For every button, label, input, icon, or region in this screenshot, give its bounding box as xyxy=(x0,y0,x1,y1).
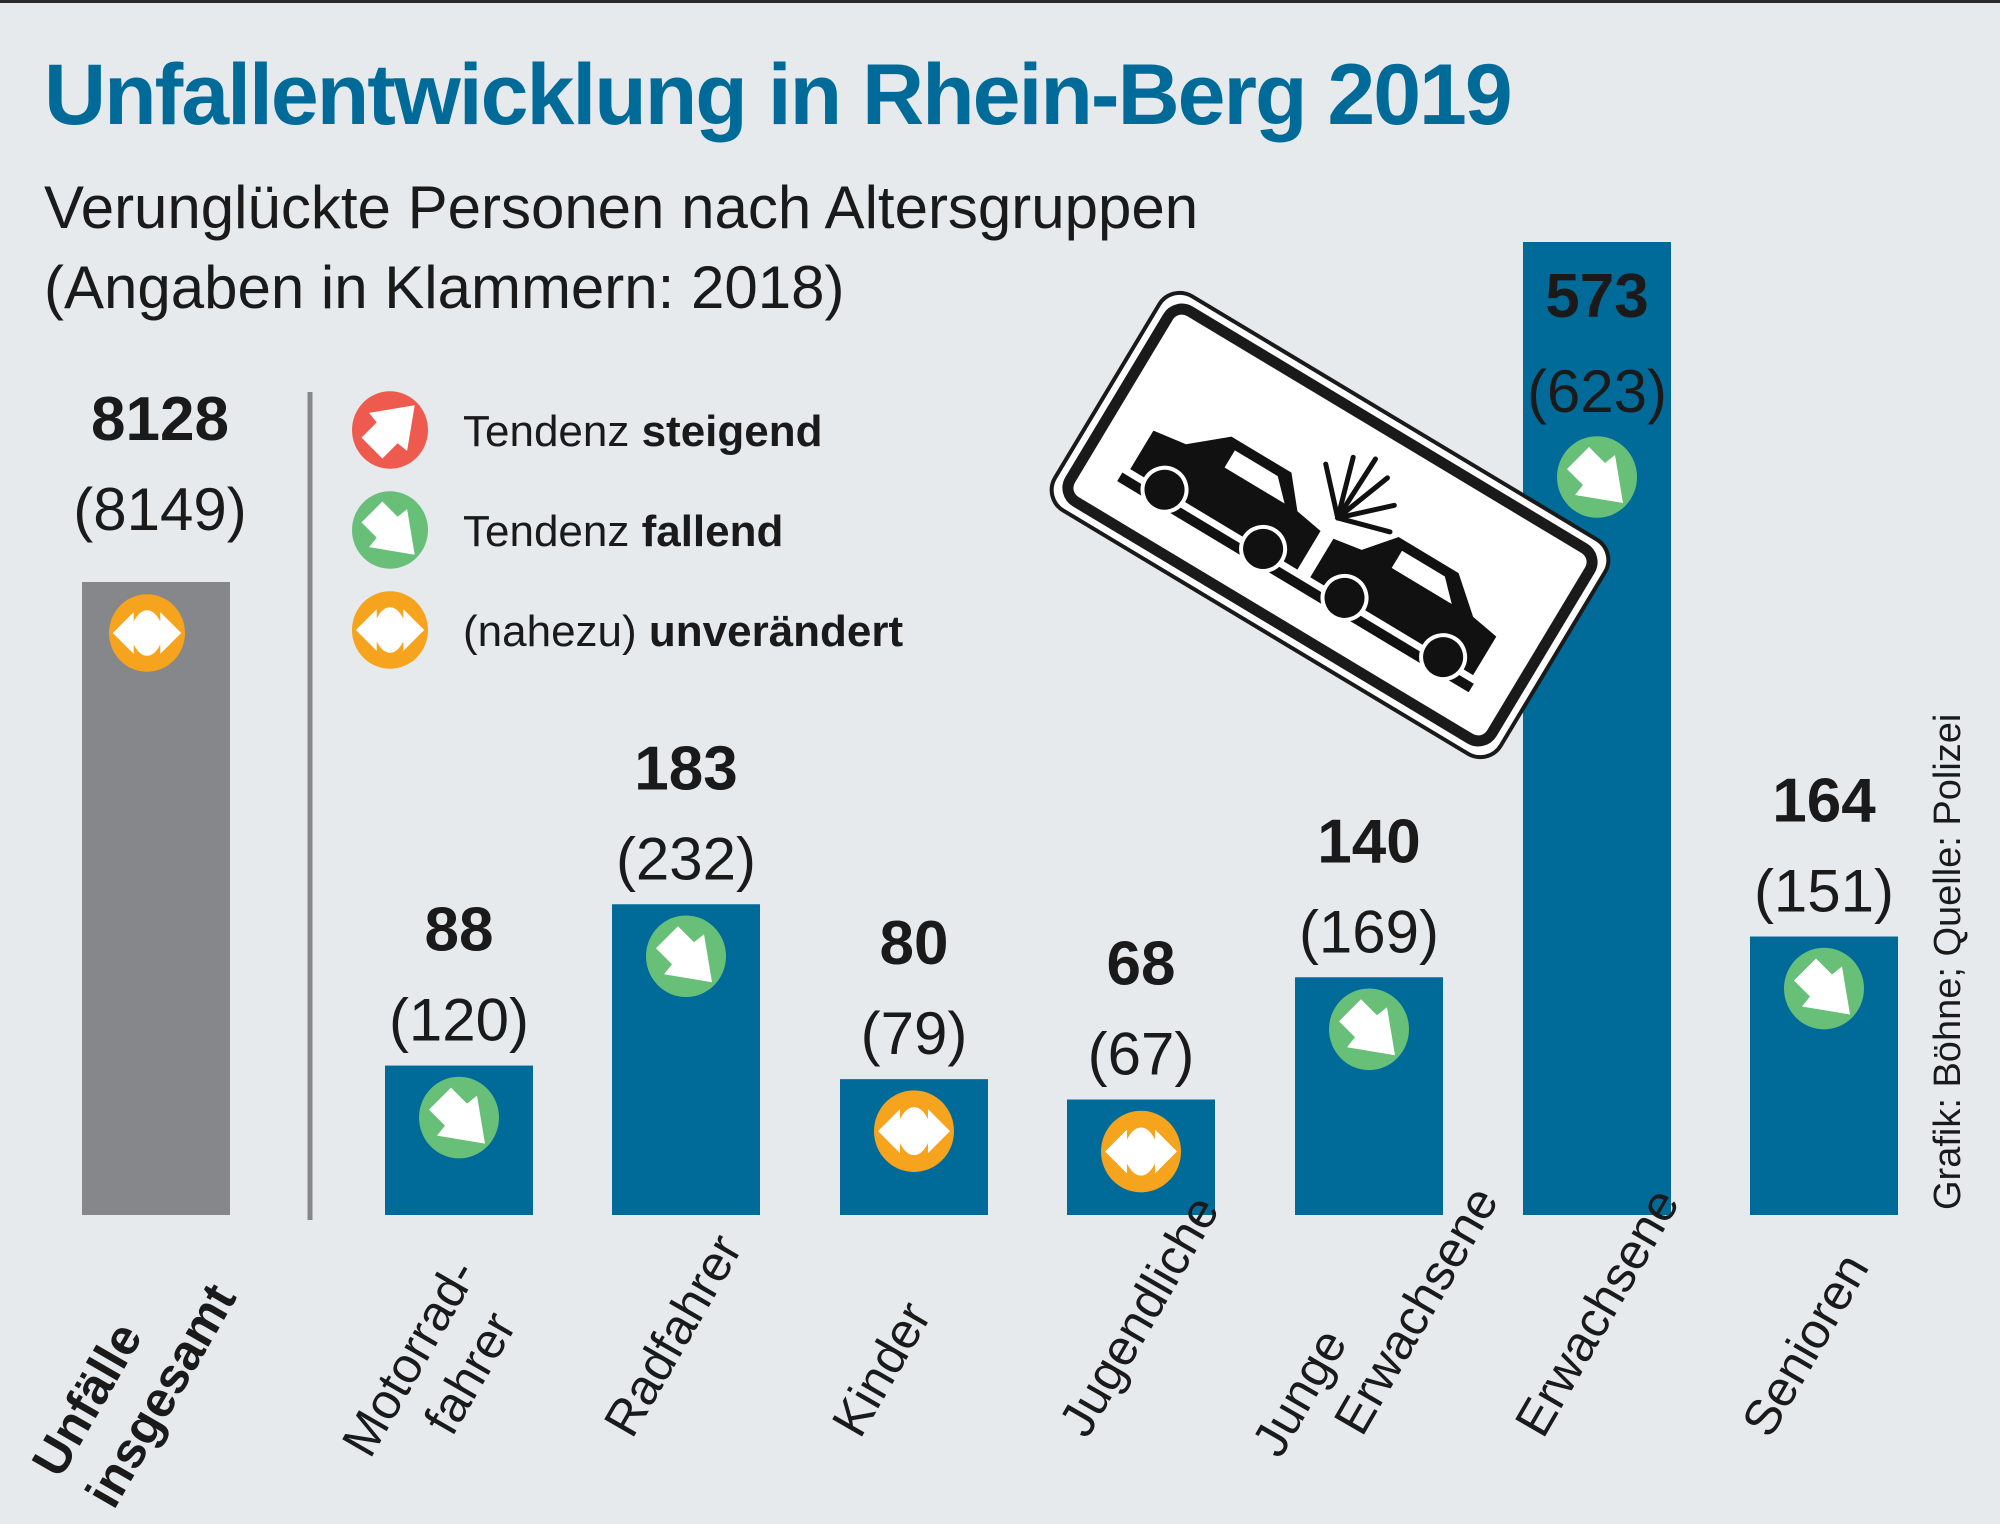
labels-layer: 8128 (8149) Unfälleinsgesamt 88 (120) Motorra… xyxy=(21,262,1894,1517)
prev-value-label: (79) xyxy=(861,1000,968,1067)
value-label: 140 xyxy=(1317,807,1420,876)
prev-value-label: (120) xyxy=(389,987,529,1054)
prev-value-label: (151) xyxy=(1754,858,1894,925)
category-label: Kinder xyxy=(821,1292,942,1445)
arrow-down-right-icon xyxy=(1557,436,1637,518)
legend-item-down: Tendenz fallend xyxy=(463,507,783,556)
top-border xyxy=(0,0,2000,3)
double-arrow-horizontal-icon xyxy=(1101,1110,1181,1193)
legend-label-normal: Tendenz xyxy=(463,407,642,456)
legend-label-bold: unverändert xyxy=(649,607,904,656)
arrow-down-right-icon xyxy=(1329,988,1409,1071)
value-label: 183 xyxy=(634,734,737,803)
category-label-total: Unfälleinsgesamt xyxy=(21,1243,247,1516)
value-label: 80 xyxy=(880,909,949,978)
legend-label-normal: Tendenz xyxy=(463,507,642,556)
bar-5 xyxy=(1523,242,1671,1215)
legend-label-bold: steigend xyxy=(642,407,823,456)
category-label-line: Senioren xyxy=(1731,1244,1880,1445)
arrow-down-right-icon xyxy=(646,915,726,998)
prev-value-label: (232) xyxy=(616,825,756,892)
category-label: Motorrad-fahrer xyxy=(331,1250,540,1496)
legend-label-bold: fallend xyxy=(642,507,784,556)
prev-value-label: (169) xyxy=(1299,898,1439,965)
value-label: 88 xyxy=(425,896,494,965)
category-label-line: Jugendliche xyxy=(1048,1186,1230,1445)
car-crash-sign-icon xyxy=(1049,290,1611,760)
bar-total xyxy=(82,582,230,1215)
category-label: Radfahrer xyxy=(593,1225,753,1446)
legend-label-normal: (nahezu) xyxy=(463,607,649,656)
category-label-line: Kinder xyxy=(821,1292,942,1445)
value-label: 164 xyxy=(1772,767,1876,836)
category-label: Senioren xyxy=(1731,1244,1880,1445)
bars-layer xyxy=(82,242,1898,1215)
arrow-down-right-icon xyxy=(1784,947,1864,1030)
double-arrow-horizontal-icon xyxy=(109,594,185,672)
subtitle-line-2: (Angaben in Klammern: 2018) xyxy=(44,254,845,321)
category-label-line: Radfahrer xyxy=(593,1225,753,1446)
double-arrow-horizontal-icon xyxy=(874,1090,954,1172)
category-label: Jugendliche xyxy=(1048,1186,1230,1445)
chart-title: Unfallentwicklung in Rhein-Berg 2019 xyxy=(44,47,1513,143)
arrow-up-right-icon xyxy=(352,391,428,469)
subtitle-line-1: Verunglückte Personen nach Altersgruppen xyxy=(44,174,1199,241)
legend-item-flat: (nahezu) unverändert xyxy=(463,607,904,656)
prev-value-label-total: (8149) xyxy=(73,476,246,543)
double-arrow-horizontal-icon xyxy=(352,591,428,669)
legend-item-up: Tendenz steigend xyxy=(463,407,823,456)
category-label-line: Erwachsene xyxy=(1504,1179,1690,1445)
chart-subtitle: Verunglückte Personen nach Altersgruppen… xyxy=(44,168,1198,328)
category-label-line: Erwachsene xyxy=(1323,1177,1509,1443)
value-label: 68 xyxy=(1107,930,1176,999)
category-label: Erwachsene xyxy=(1504,1179,1690,1445)
arrow-down-right-icon xyxy=(419,1076,499,1159)
credit-text: Grafik: Böhne; Quelle: Polizei xyxy=(1927,714,1969,1210)
value-label: 573 xyxy=(1545,262,1648,331)
prev-value-label: (623) xyxy=(1527,358,1667,425)
value-label-total: 8128 xyxy=(91,385,229,454)
arrow-down-right-icon xyxy=(352,491,428,569)
prev-value-label: (67) xyxy=(1088,1021,1195,1088)
